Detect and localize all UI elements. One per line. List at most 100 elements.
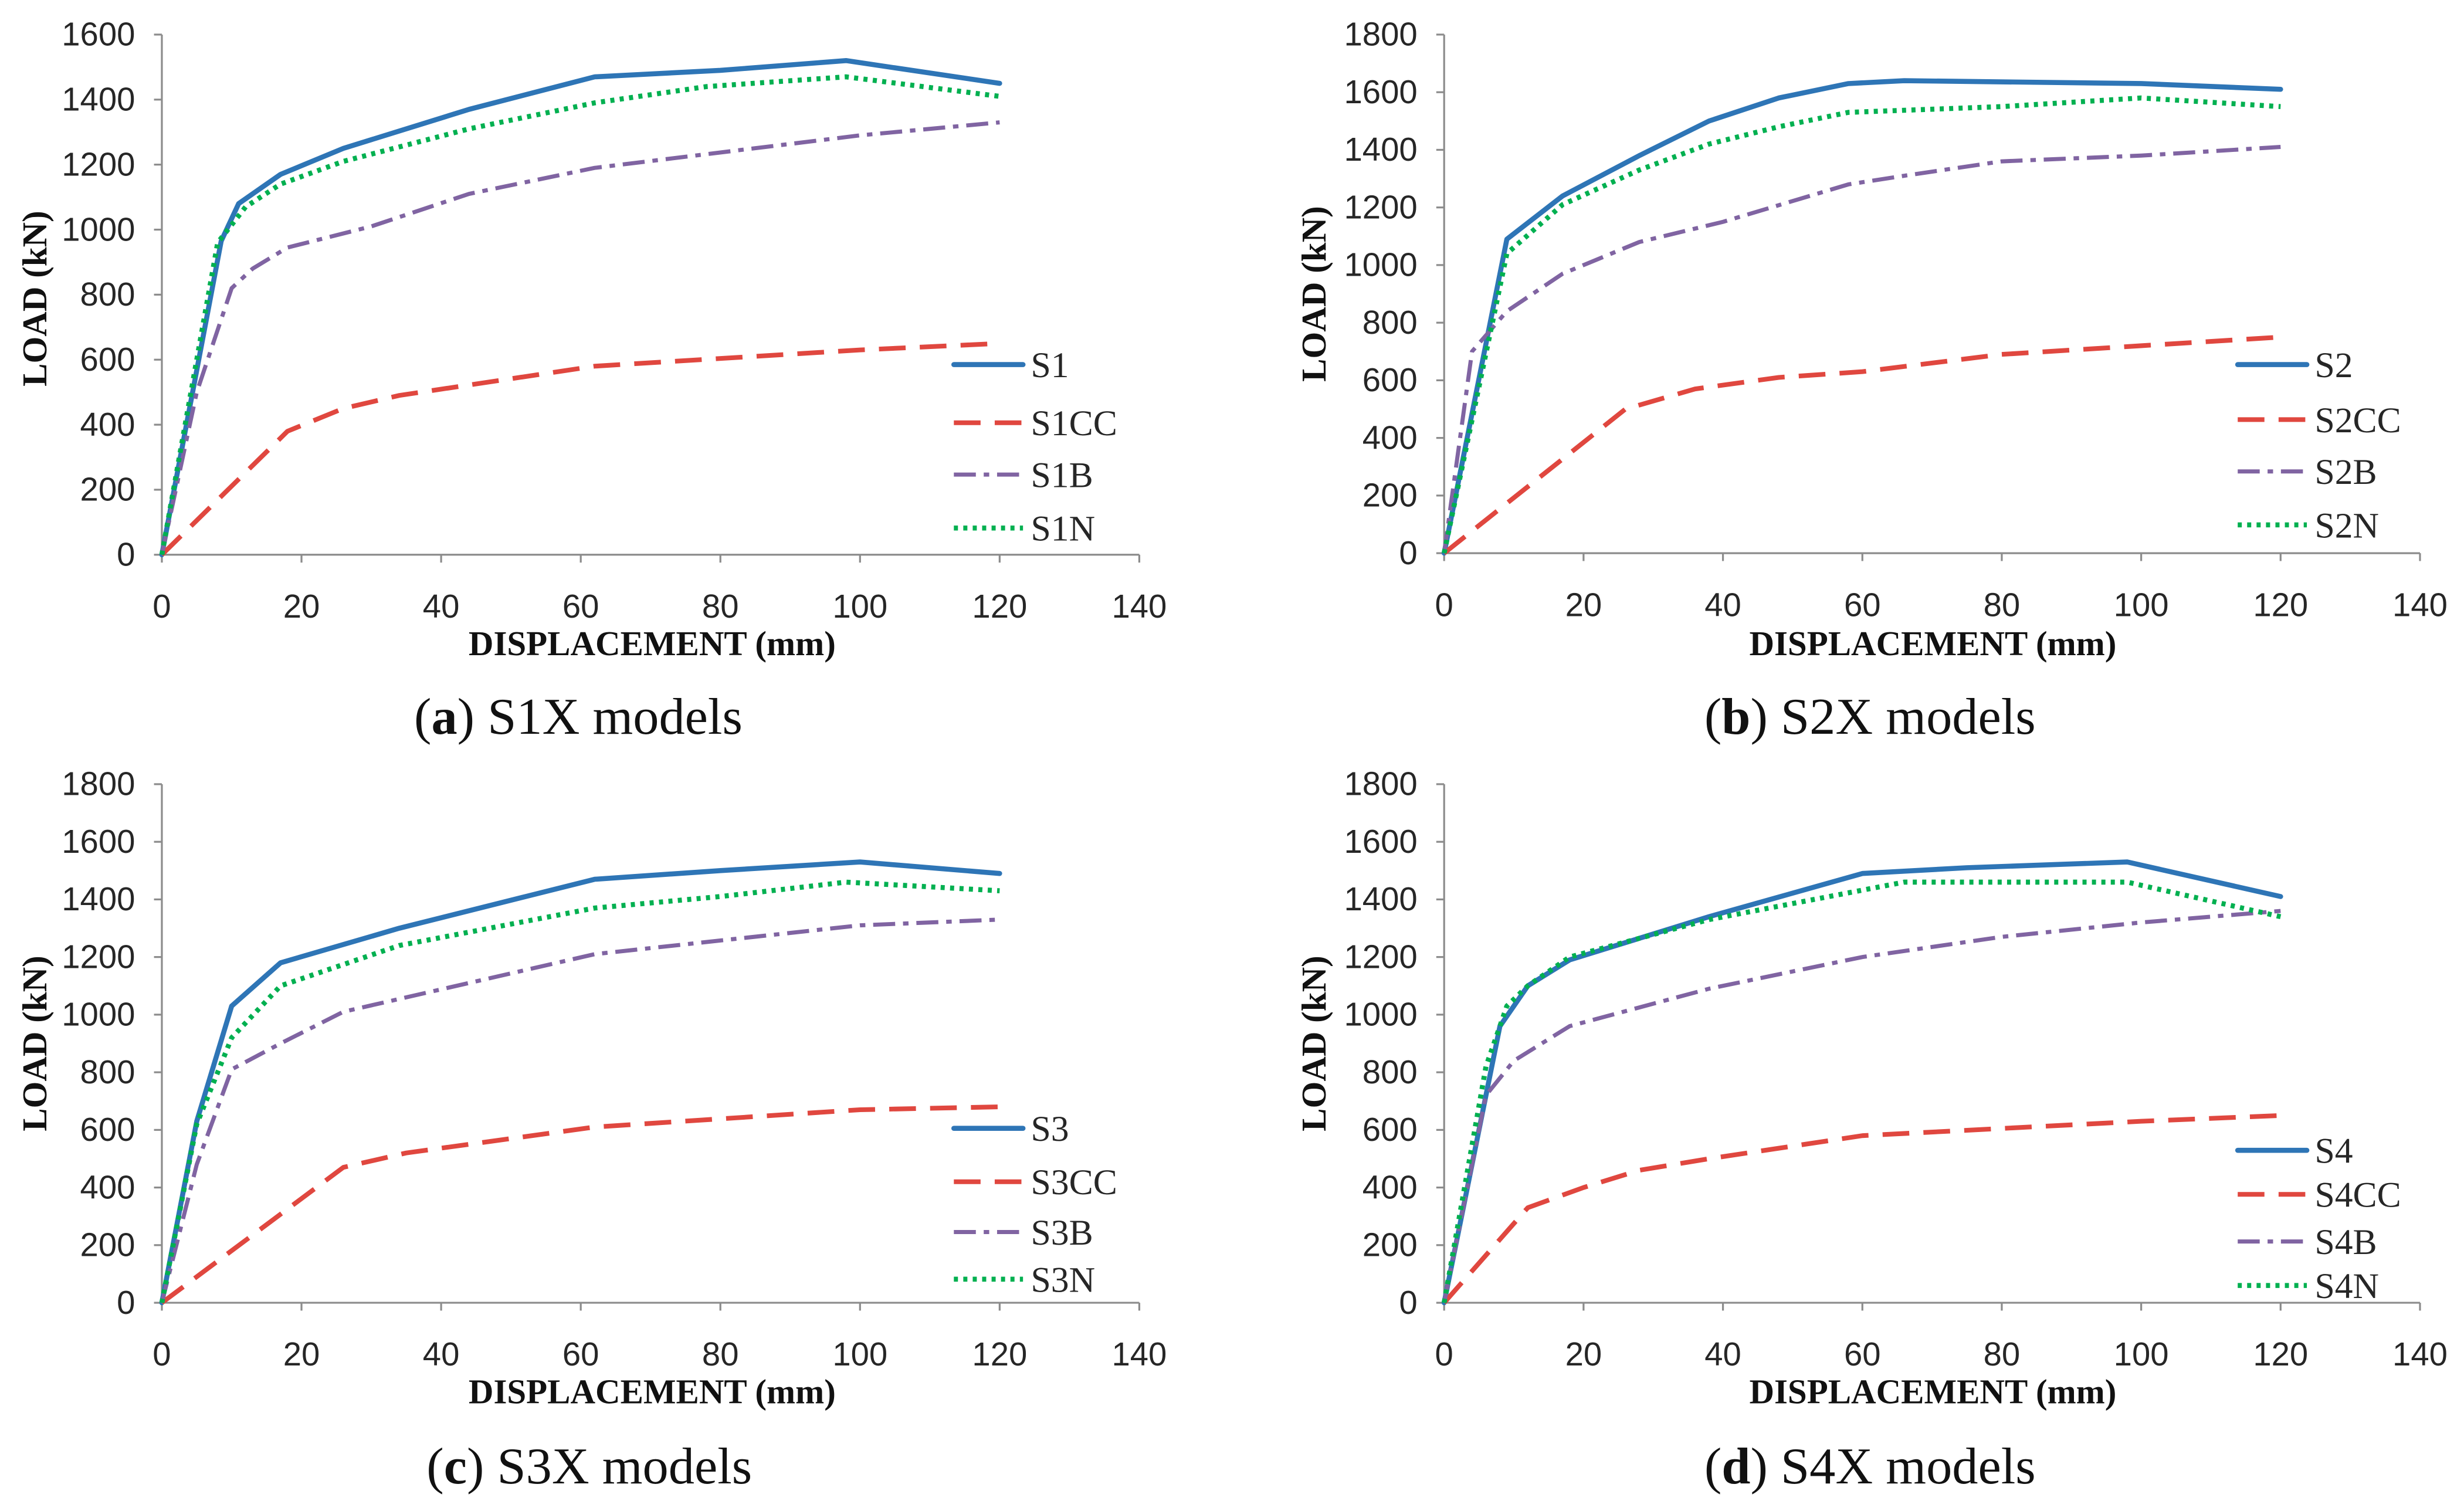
y-tick-label-1800: 1800 bbox=[1344, 765, 1418, 802]
y-tick-label-1200: 1200 bbox=[1344, 938, 1418, 975]
x-tick-label-80: 80 bbox=[702, 1336, 739, 1373]
legend-label-S3B: S3B bbox=[1031, 1213, 1093, 1253]
panel-letter: b bbox=[1721, 688, 1750, 745]
y-axis-title: LOAD (kN) bbox=[15, 211, 54, 387]
panel-letter: a bbox=[431, 688, 457, 745]
y-tick-label-0: 0 bbox=[1399, 1284, 1417, 1321]
y-tick-label-1600: 1600 bbox=[62, 16, 135, 53]
x-tick-label-60: 60 bbox=[562, 1336, 599, 1373]
y-axis-title: LOAD (kN) bbox=[1294, 955, 1333, 1131]
series-line-S1N bbox=[159, 74, 1000, 555]
x-axis-title: DISPLACEMENT (mm) bbox=[1749, 624, 2116, 663]
legend-label-S4CC: S4CC bbox=[2314, 1175, 2401, 1215]
x-axis-title: DISPLACEMENT (mm) bbox=[469, 624, 836, 663]
x-tick-label-120: 120 bbox=[2253, 1336, 2308, 1373]
legend-item-S3CC: S3CC bbox=[954, 1163, 1117, 1202]
y-tick-label-1000: 1000 bbox=[1344, 246, 1418, 283]
x-tick-label-100: 100 bbox=[832, 1336, 887, 1373]
x-axis-title: DISPLACEMENT (mm) bbox=[1749, 1373, 2116, 1411]
y-tick-label-800: 800 bbox=[1363, 1053, 1418, 1090]
series-line-S1 bbox=[159, 58, 1002, 558]
panel-letter: c bbox=[444, 1438, 467, 1495]
x-tick-label-40: 40 bbox=[423, 588, 460, 625]
legend-item-S1CC: S1CC bbox=[954, 404, 1117, 443]
y-tick-label-1000: 1000 bbox=[62, 996, 135, 1033]
chart-panel-a: 0 200 400 600 800 1000 1200 1400 1600 0 20 40 60 80 10… bbox=[15, 16, 1167, 745]
series-line-S3B bbox=[160, 917, 1000, 1303]
y-tick-label-200: 200 bbox=[80, 1226, 135, 1263]
x-tick-label-20: 20 bbox=[1565, 586, 1602, 623]
panel-caption: (c) S3X models bbox=[426, 1438, 752, 1495]
x-tick-label-0: 0 bbox=[1435, 1336, 1453, 1373]
x-tick-label-140: 140 bbox=[1111, 1336, 1167, 1373]
y-tick-label-800: 800 bbox=[80, 1053, 135, 1090]
panel-caption: (d) S4X models bbox=[1704, 1438, 2036, 1495]
legend-label-S2: S2 bbox=[2314, 345, 2353, 385]
y-tick-label-200: 200 bbox=[1363, 1226, 1418, 1263]
legend-label-S4: S4 bbox=[2314, 1131, 2353, 1171]
legend-item-S3B: S3B bbox=[954, 1213, 1093, 1253]
chart-panel-d: 0 200 400 600 800 1000 1200 1400 1600 1800 0 20 40 60… bbox=[1294, 765, 2448, 1495]
x-tick-label-140: 140 bbox=[1111, 588, 1167, 625]
legend-item-S2B: S2B bbox=[2238, 452, 2377, 492]
panel-caption: (a) S1X models bbox=[414, 688, 743, 745]
y-tick-label-1400: 1400 bbox=[1344, 131, 1418, 168]
x-tick-label-100: 100 bbox=[832, 588, 887, 625]
legend-item-S3: S3 bbox=[951, 1109, 1069, 1149]
legend-label-S2N: S2N bbox=[2314, 506, 2379, 545]
y-tick-label-1400: 1400 bbox=[1344, 880, 1418, 917]
x-tick-label-60: 60 bbox=[1844, 1336, 1881, 1373]
y-tick-label-600: 600 bbox=[1363, 1111, 1418, 1148]
series-line-S1CC bbox=[160, 341, 1000, 557]
y-tick-label-200: 200 bbox=[80, 471, 135, 508]
y-tick-label-400: 400 bbox=[1363, 1168, 1418, 1205]
legend-label-S1B: S1B bbox=[1031, 456, 1093, 496]
chart-panel-b: 0 200 400 600 800 1000 1200 1400 1600 1800 0 20 40 60… bbox=[1294, 16, 2448, 745]
x-tick-label-0: 0 bbox=[152, 588, 171, 625]
y-tick-label-0: 0 bbox=[117, 1284, 135, 1321]
series-line-S3N bbox=[159, 879, 1000, 1303]
y-tick-label-400: 400 bbox=[80, 406, 135, 443]
y-tick-label-1200: 1200 bbox=[1344, 188, 1418, 225]
legend-item-S2: S2 bbox=[2235, 345, 2353, 385]
x-tick-label-100: 100 bbox=[2114, 1336, 2169, 1373]
y-tick-label-1800: 1800 bbox=[1344, 16, 1418, 53]
series-line-S3CC bbox=[160, 1104, 1000, 1305]
y-tick-label-1400: 1400 bbox=[62, 81, 135, 118]
series-line-S4B bbox=[1442, 909, 2281, 1303]
x-tick-label-20: 20 bbox=[1565, 1336, 1602, 1373]
y-tick-label-0: 0 bbox=[117, 536, 135, 573]
x-tick-label-60: 60 bbox=[562, 588, 599, 625]
chart-panel-c: 0 200 400 600 800 1000 1200 1400 1600 1800 0 20 40 60… bbox=[15, 765, 1167, 1495]
x-tick-label-140: 140 bbox=[2392, 586, 2448, 623]
x-tick-label-80: 80 bbox=[702, 588, 739, 625]
x-tick-label-0: 0 bbox=[1435, 586, 1453, 623]
legend-label-S3N: S3N bbox=[1031, 1260, 1096, 1300]
x-tick-label-120: 120 bbox=[972, 1336, 1027, 1373]
legend-item-S2CC: S2CC bbox=[2238, 401, 2401, 440]
y-tick-label-1200: 1200 bbox=[62, 145, 135, 182]
panel-caption: (b) S2X models bbox=[1704, 688, 2036, 745]
y-tick-label-0: 0 bbox=[1399, 534, 1417, 571]
y-tick-label-400: 400 bbox=[1363, 419, 1418, 456]
y-tick-label-1000: 1000 bbox=[1344, 996, 1418, 1033]
y-tick-label-1600: 1600 bbox=[1344, 73, 1418, 110]
y-tick-label-400: 400 bbox=[80, 1168, 135, 1205]
x-tick-label-40: 40 bbox=[1704, 586, 1741, 623]
x-tick-label-0: 0 bbox=[152, 1336, 171, 1373]
x-tick-label-140: 140 bbox=[2392, 1336, 2448, 1373]
legend-label-S4N: S4N bbox=[2314, 1266, 2379, 1306]
y-tick-label-800: 800 bbox=[1363, 304, 1418, 341]
legend-label-S4B: S4B bbox=[2314, 1222, 2377, 1262]
y-tick-label-1600: 1600 bbox=[62, 823, 135, 860]
legend-item-S4N: S4N bbox=[2238, 1266, 2379, 1306]
y-tick-label-800: 800 bbox=[80, 276, 135, 313]
x-tick-label-80: 80 bbox=[1984, 586, 2021, 623]
y-tick-label-1000: 1000 bbox=[62, 211, 135, 248]
legend-label-S1: S1 bbox=[1031, 345, 1069, 385]
x-tick-label-80: 80 bbox=[1984, 1336, 2021, 1373]
legend-item-S4CC: S4CC bbox=[2238, 1175, 2401, 1215]
x-tick-label-20: 20 bbox=[283, 588, 320, 625]
x-tick-label-20: 20 bbox=[283, 1336, 320, 1373]
